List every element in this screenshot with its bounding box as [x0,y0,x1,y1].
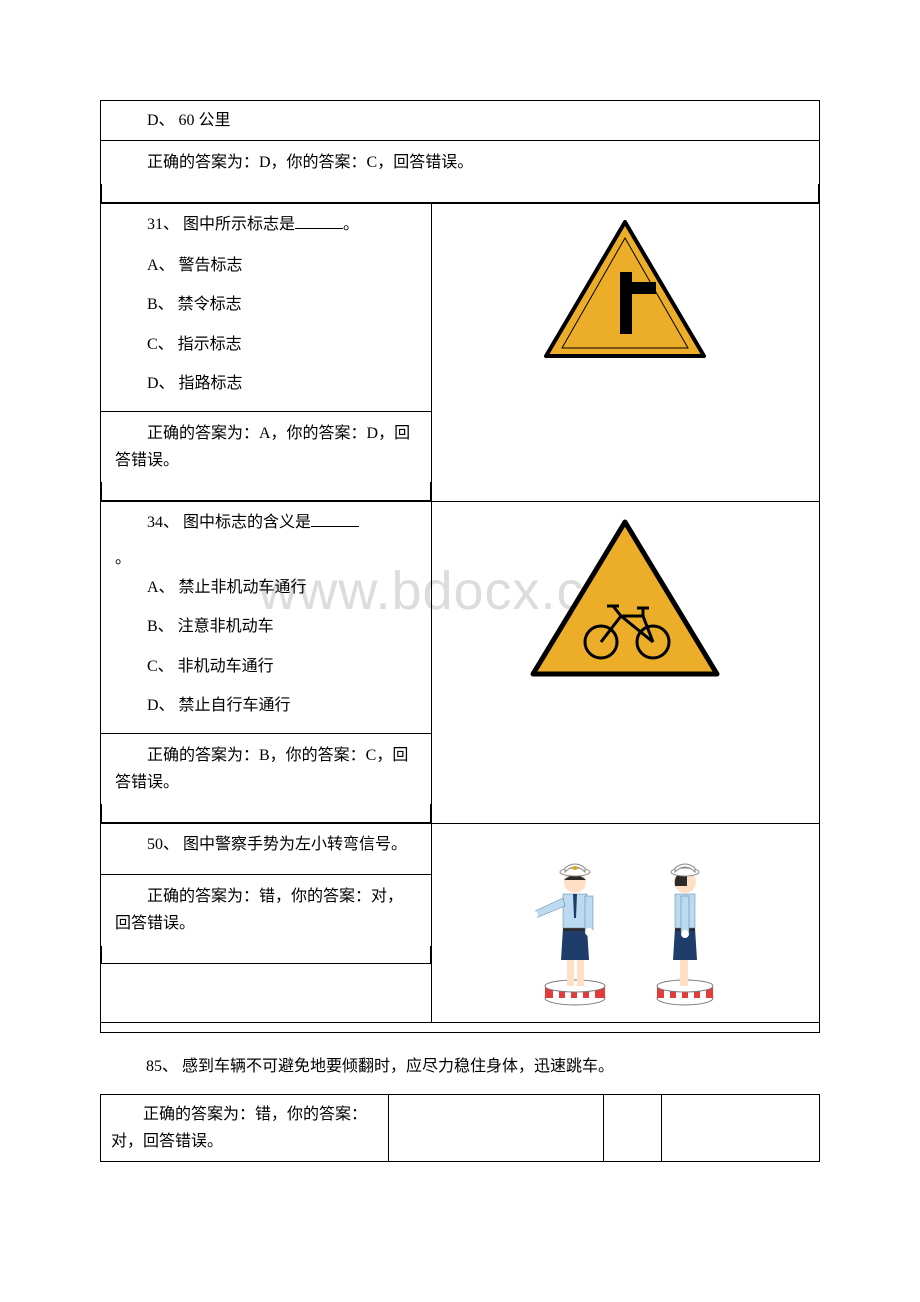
q31-opt-c: C、 指示标志 [101,325,431,364]
warning-triangle-bicycle-icon [525,514,725,684]
q34-opt-b: B、 注意非机动车 [101,607,431,646]
q34-answer: 正确的答案为：B，你的答案：C，回答错误。 [101,734,431,804]
q34-question-text: 34、 图中标志的含义是 [147,514,311,531]
q85-answer: 正确的答案为：错，你的答案：对，回答错误。 [101,1095,388,1161]
q34-opt-c: C、 非机动车通行 [101,647,431,686]
q30-answer: 正确的答案为：D，你的答案：C，回答错误。 [101,141,819,184]
q34-opt-d: D、 禁止自行车通行 [101,686,431,725]
q30-opt-d: D、 60 公里 [101,101,819,140]
q31-opt-d: D、 指路标志 [101,364,431,403]
q31-question: 31、 图中所示标志是 。 [101,204,431,246]
q31-answer: 正确的答案为：A，你的答案：D，回答错误。 [101,412,431,482]
q34-blank [311,526,359,527]
q50-police-figures [432,824,819,1022]
warning-triangle-intersection-icon [540,216,710,364]
police-figure-2-icon [647,838,723,1008]
q85-question: 85、 感到车辆不可避免地要倾翻时，应尽力稳住身体，迅速跳车。 [100,1053,820,1080]
q31-opt-a: A、 警告标志 [101,246,431,285]
police-figure-1-icon [527,838,623,1008]
questions-table: D、 60 公里 正确的答案为：D，你的答案：C，回答错误。 31、 图中所示标… [100,100,820,1033]
q31-opt-b: B、 禁令标志 [101,285,431,324]
q34-question: 34、 图中标志的含义是 [101,502,431,544]
q34-opt-a: A、 禁止非机动车通行 [101,568,431,607]
q31-blank [295,228,343,229]
q34-question-suffix: 。 [101,544,431,568]
q31-question-text: 31、 图中所示标志是 [147,216,295,233]
q85-answer-table: 正确的答案为：错，你的答案：对，回答错误。 [100,1094,820,1162]
q31-question-suffix: 。 [343,216,359,233]
q31-sign [432,204,819,376]
q50-question: 50、 图中警察手势为左小转弯信号。 [101,824,431,866]
q50-answer: 正确的答案为：错，你的答案：对，回答错误。 [101,875,431,945]
q34-sign [432,502,819,696]
